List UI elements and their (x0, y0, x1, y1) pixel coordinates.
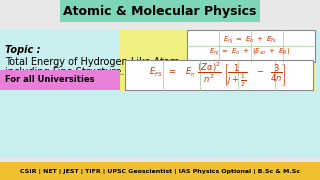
Bar (60, 0, 260, 22)
Text: $E_{nj}\ =\ E_n\ +\ E_{fs}$: $E_{nj}\ =\ E_n\ +\ E_{fs}$ (223, 34, 277, 46)
Text: CSIR | NET | JEST | TIFR | UPSC Geoscientist | IAS Physics Optional | B.Sc & M.S: CSIR | NET | JEST | TIFR | UPSC Geoscien… (20, 168, 300, 174)
Text: including Fine Structure.: including Fine Structure. (5, 67, 124, 77)
Text: Atomic & Molecular Physics: Atomic & Molecular Physics (63, 6, 257, 19)
Bar (0, 162, 320, 180)
Bar (187, 30, 315, 62)
Bar (120, 30, 316, 92)
Text: Topic :: Topic : (5, 45, 41, 55)
Bar (125, 60, 313, 90)
Bar (0, 30, 320, 158)
Bar (0, 70, 120, 90)
Text: For all Universities: For all Universities (5, 75, 94, 84)
Text: $E_{FS}\ \ =\ \ \ E_n\ \dfrac{(Z\alpha)^2}{n^2}\ \left[\dfrac{1}{j+\frac{1}{2}}\: $E_{FS}\ \ =\ \ \ E_n\ \dfrac{(Z\alpha)^… (149, 61, 287, 89)
Text: Total Energy of Hydrogen Like Atom: Total Energy of Hydrogen Like Atom (5, 57, 179, 67)
Text: $E_{nj}\ =\ E_n\ +\ (E_{so}\ +\ E_R)$: $E_{nj}\ =\ E_n\ +\ (E_{so}\ +\ E_R)$ (209, 46, 291, 58)
